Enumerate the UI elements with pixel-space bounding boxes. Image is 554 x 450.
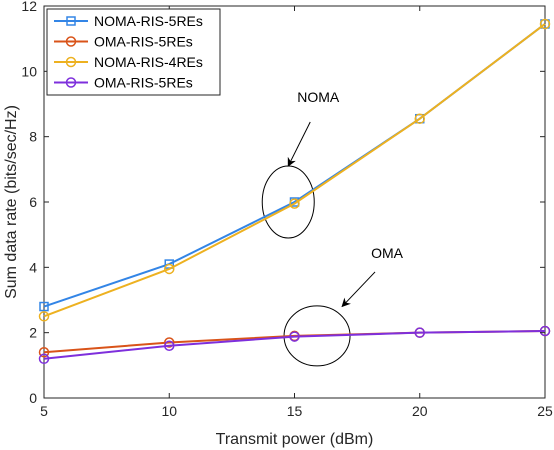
x-tick-label: 10 xyxy=(161,403,177,419)
data-point xyxy=(66,16,76,26)
legend-item: OMA-RIS-5REs xyxy=(54,75,193,91)
data-point xyxy=(39,301,49,312)
data-point xyxy=(65,36,77,47)
annotation-arrow xyxy=(341,271,376,308)
data-point xyxy=(65,77,77,88)
series-layer xyxy=(38,18,551,365)
x-tick-label: 25 xyxy=(537,403,553,419)
annotation-label: NOMA xyxy=(297,89,340,105)
y-tick-label: 6 xyxy=(29,194,37,210)
series-line xyxy=(43,330,546,360)
legend-item: NOMA-RIS-5REs xyxy=(54,13,203,29)
data-point xyxy=(289,198,300,209)
data-point xyxy=(38,353,50,365)
data-point xyxy=(414,327,425,338)
data-point xyxy=(289,331,300,342)
data-point xyxy=(164,337,175,348)
data-point xyxy=(164,340,175,351)
data-point xyxy=(164,263,175,275)
y-tick-label: 2 xyxy=(29,325,37,341)
data-point xyxy=(65,56,77,68)
legend-item: NOMA-RIS-4REs xyxy=(54,54,203,70)
legend-label: NOMA-RIS-4REs xyxy=(94,54,203,70)
series-3 xyxy=(38,18,551,322)
series-line xyxy=(43,23,546,318)
x-tick-label: 20 xyxy=(412,403,428,419)
legend-label: OMA-RIS-5REs xyxy=(94,34,193,50)
data-point xyxy=(38,347,50,358)
data-point xyxy=(414,113,425,124)
annotations: NOMA OMA xyxy=(261,89,404,367)
annotation-arrow xyxy=(287,121,311,167)
legend: NOMA-RIS-5REs OMA-RIS-5REs NOMA-RIS-4REs OM… xyxy=(46,8,221,96)
legend-label: NOMA-RIS-5REs xyxy=(94,13,203,29)
data-point xyxy=(539,18,551,30)
y-tick-label: 8 xyxy=(29,129,37,145)
series-4 xyxy=(38,325,551,365)
annotation-label: OMA xyxy=(371,245,404,261)
x-tick-label: 15 xyxy=(287,403,303,419)
x-axis-label: Transmit power (dBm) xyxy=(216,431,374,448)
legend-label: OMA-RIS-5REs xyxy=(94,75,193,91)
y-tick-label: 4 xyxy=(29,259,37,275)
y-tick-label: 0 xyxy=(29,390,37,406)
legend-item: OMA-RIS-5REs xyxy=(54,34,193,50)
x-tick-label: 5 xyxy=(40,403,48,419)
data-point xyxy=(539,325,551,337)
y-axis-label: Sum data rate (bits/sec/Hz) xyxy=(3,105,20,299)
data-point xyxy=(38,311,50,322)
y-tick-label: 10 xyxy=(21,63,37,79)
y-tick-label: 12 xyxy=(21,0,37,14)
axis-ticks: 5 10 15 20 25 0 2 4 6 8 10 12 xyxy=(21,0,553,419)
